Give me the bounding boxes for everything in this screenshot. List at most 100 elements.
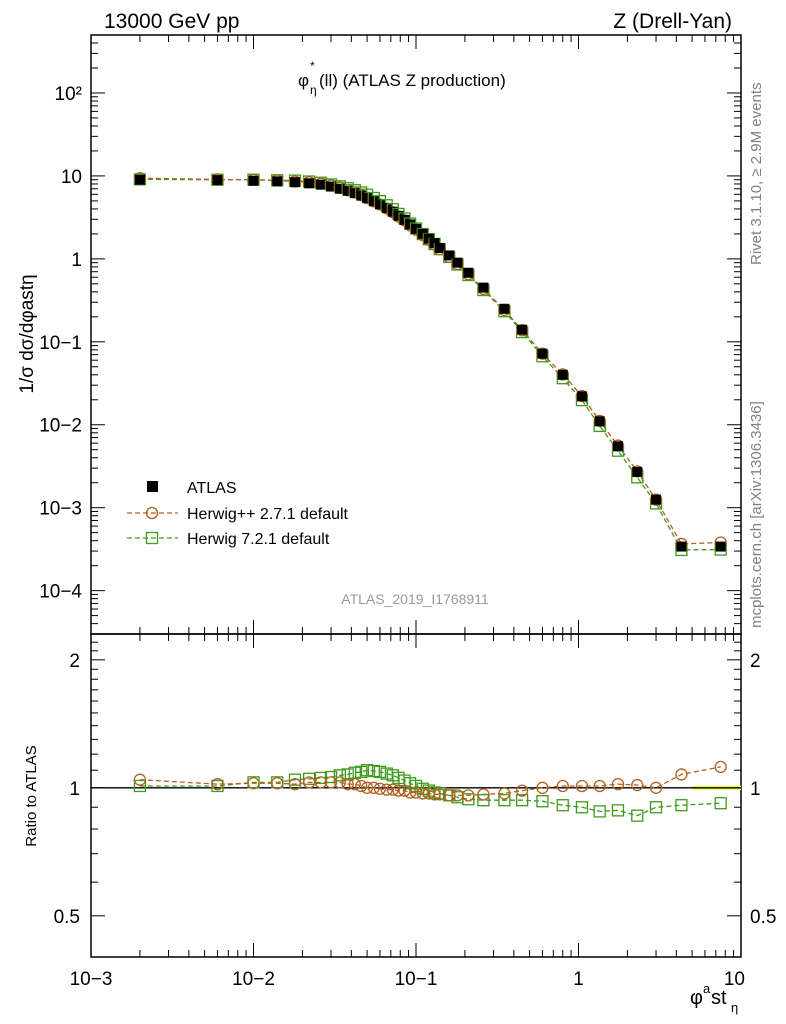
- atlas-data-point: [334, 183, 345, 194]
- x-tick-label: 10−2: [232, 969, 275, 990]
- y-tick-label: 10²: [55, 84, 82, 105]
- herwig7-ratio-point: [324, 770, 338, 784]
- herwigpp-ratio-point: [333, 776, 347, 789]
- y-axis-ticks: [91, 34, 741, 635]
- atlas-data-point: [304, 178, 315, 189]
- herwig7-ratio-point: [302, 772, 316, 785]
- herwig7-ratio-point: [593, 805, 606, 818]
- x-tick-label: 10−3: [70, 969, 113, 990]
- herwigpp-ratio-point: [324, 776, 338, 789]
- herwigpp-ratio-point: [433, 788, 446, 801]
- atlas-data-point: [342, 185, 353, 196]
- herwig7-ratio-point: [373, 765, 387, 779]
- herwigpp-main-point: [593, 414, 606, 428]
- legend: ATLAS Herwig++ 2.7.1 default Herwig 7.2.…: [127, 480, 349, 548]
- herwigpp-ratio-point: [211, 777, 224, 791]
- atlas-data-point: [676, 541, 687, 552]
- herwigpp-ratio-point: [536, 781, 549, 794]
- atlas-data-point: [212, 175, 223, 186]
- ratio-tick-label-left: 0.5: [54, 907, 80, 928]
- atlas-data-point: [248, 175, 259, 186]
- y-tick-label: 10−1: [39, 333, 82, 354]
- y-axis-label: 1/σ dσ/dφastη: [17, 274, 38, 393]
- atlas-data-point: [478, 282, 489, 293]
- ratio-tick-label-right: 1: [750, 779, 761, 800]
- x-axis-label: φ a st η: [690, 981, 738, 1015]
- herwig7-ratio-point: [498, 794, 511, 807]
- atlas-data-point: [289, 177, 300, 188]
- herwig7-ratio-point: [714, 797, 727, 810]
- legend-atlas-marker: [147, 481, 158, 492]
- herwigpp-ratio-point: [133, 773, 147, 786]
- atlas-data-point: [612, 441, 623, 452]
- herwigpp-ratio-point: [288, 777, 302, 791]
- herwigpp-ratio-point: [649, 781, 663, 794]
- atlas-data-point: [557, 369, 568, 380]
- herwig7-ratio-point: [409, 779, 423, 793]
- herwig7-ratio-point: [631, 809, 644, 822]
- legend-atlas-label: ATLAS: [187, 480, 237, 497]
- herwigpp-ratio-point: [443, 789, 456, 802]
- y-tick-label: 10−3: [39, 499, 82, 520]
- x-tick-label: 10−1: [395, 969, 438, 990]
- title-star: *: [310, 59, 315, 73]
- herwig7-ratio-point: [649, 801, 663, 814]
- herwigpp-ratio-point: [556, 779, 569, 793]
- xlabel-phi: φ: [690, 987, 703, 1009]
- atlas-data-point: [576, 391, 587, 402]
- atlas-data-point: [315, 179, 326, 190]
- title-rest: (ll) (ATLAS Z production): [319, 71, 506, 90]
- herwigpp-ratio-point: [462, 789, 475, 802]
- herwig7-ratio-point: [462, 793, 475, 806]
- herwigpp-ratio-point: [302, 776, 316, 789]
- herwig7-ratio-point: [333, 769, 347, 782]
- herwigpp-ratio-point: [575, 779, 589, 793]
- legend-herwigpp-label: Herwig++ 2.7.1 default: [187, 506, 349, 523]
- ratio-series-marks: [133, 760, 727, 822]
- analysis-watermark: ATLAS_2019_I1768911: [341, 591, 489, 607]
- xlabel-eta: η: [731, 1000, 738, 1015]
- herwigpp-ratio-point: [355, 779, 368, 793]
- ratio-tick-label-right: 2: [750, 651, 761, 672]
- herwigpp-ratio-point: [631, 778, 644, 792]
- herwigpp-ratio-point: [373, 782, 387, 795]
- energy-label: 13000 GeV pp: [104, 10, 239, 33]
- herwigpp-ratio-point: [714, 760, 727, 774]
- herwigpp-ratio-point: [611, 777, 625, 791]
- atlas-data-point: [362, 193, 373, 204]
- atlas-data-point: [537, 348, 548, 359]
- process-label: Z (Drell-Yan): [613, 10, 732, 33]
- herwig7-ratio-point: [477, 794, 490, 807]
- herwigpp-ratio-point: [380, 783, 393, 796]
- herwig7-ratio-point: [341, 768, 354, 781]
- herwig7-ratio-point: [575, 801, 589, 814]
- herwigpp-ratio-point: [593, 779, 606, 793]
- herwigpp-ratio-point: [360, 781, 374, 794]
- herwig7-ratio-point: [314, 771, 328, 785]
- atlas-data-point: [374, 199, 385, 210]
- herwigpp-ratio-point: [341, 777, 354, 791]
- herwig7-ratio-point: [611, 804, 625, 817]
- herwigpp-ratio-point: [477, 788, 490, 801]
- herwigpp-main-point: [536, 347, 549, 360]
- atlas-data-point: [326, 181, 337, 192]
- y-tick-labels: 10−4 10−3 10−2 10−1 1 10 10²: [39, 84, 82, 603]
- herwigpp-ratio-point: [367, 781, 380, 794]
- atlas-data-point: [715, 541, 726, 552]
- y-tick-label: 10: [61, 167, 82, 188]
- y-tick-label: 1: [71, 250, 82, 271]
- herwigpp-ratio-point: [515, 784, 529, 797]
- xlabel-a: a: [703, 981, 711, 996]
- atlas-data-point: [463, 267, 474, 278]
- y-tick-label: 10−4: [39, 582, 82, 603]
- herwigpp-ratio-point: [498, 787, 511, 800]
- ratio-tick-label-left: 1: [69, 779, 80, 800]
- x-tick-labels: 10−3 10−2 10−1 1 10: [70, 969, 745, 990]
- atlas-data-point: [517, 324, 528, 335]
- atlas-data-point: [632, 466, 643, 477]
- x-tick-label: 10: [724, 969, 745, 990]
- atlas-data-point: [134, 174, 145, 185]
- herwig7-ratio-point: [556, 799, 569, 812]
- ratio-tick-label-right: 0.5: [750, 907, 776, 928]
- plot-title: φ * η (ll) (ATLAS Z production): [298, 59, 506, 97]
